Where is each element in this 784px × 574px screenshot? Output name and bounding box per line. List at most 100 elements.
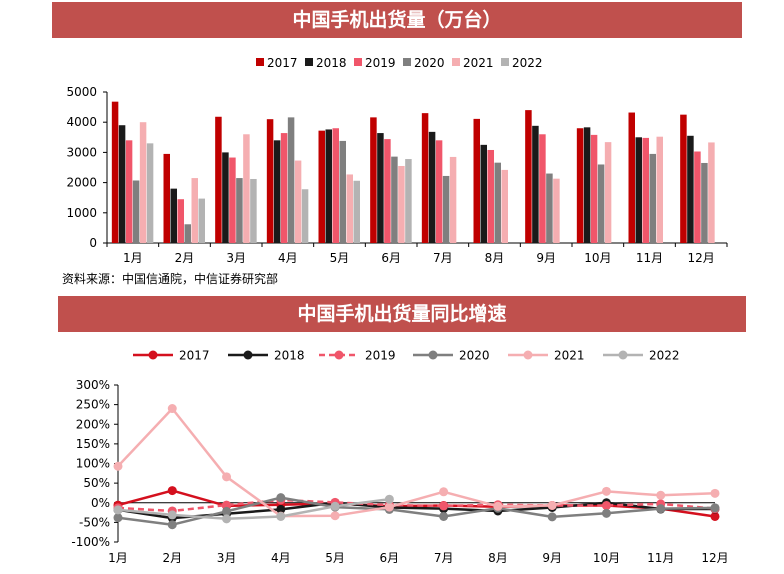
x-tick-label: 9月 (536, 251, 556, 265)
y-tick-label: 2000 (66, 176, 97, 190)
y-tick-label: 5000 (66, 85, 97, 99)
point-2017-12月 (710, 511, 720, 521)
x-tick-label: 3月 (226, 251, 246, 265)
bar-2019-5月 (332, 128, 339, 243)
point-2021-5月 (330, 511, 340, 521)
y-tick-label: 4000 (66, 115, 97, 129)
legend-label-2022: 2022 (512, 56, 543, 70)
bar-2017-6月 (370, 117, 377, 243)
bar-2019-6月 (384, 139, 391, 243)
legend-label-2020: 2020 (414, 56, 445, 70)
bar-2020-6月 (391, 156, 398, 243)
bar-2021-3月 (243, 134, 250, 243)
x-tick-label: 1月 (108, 551, 128, 565)
bar-2020-10月 (597, 164, 605, 243)
bar-2017-3月 (215, 116, 222, 243)
legend-marker-2019 (334, 350, 344, 360)
x-tick-label: 12月 (701, 551, 728, 565)
y-tick-label: 0 (89, 236, 97, 250)
bar-2019-3月 (229, 157, 236, 243)
legend-label-2019: 2019 (365, 349, 396, 363)
legend-label-2021: 2021 (463, 56, 494, 70)
point-2022-5月 (330, 501, 340, 511)
bar-2018-7月 (428, 131, 436, 243)
y-tick-label: 250% (76, 398, 110, 412)
point-2021-12月 (710, 488, 720, 498)
legend-marker-2018 (243, 350, 253, 360)
y-tick-label: 50% (83, 476, 110, 490)
bar-2017-9月 (525, 110, 532, 244)
legend-label-2022: 2022 (649, 349, 680, 363)
legend-swatch-2018 (305, 58, 313, 66)
point-2020-12月 (710, 503, 720, 513)
bar-2021-6月 (398, 165, 405, 243)
point-2020-7月 (439, 511, 449, 521)
x-tick-label: 2月 (162, 551, 182, 565)
source-note: 资料来源：中国信通院，中信证券研究部 (62, 272, 279, 286)
bar-2019-1月 (125, 140, 133, 243)
x-tick-label: 9月 (542, 551, 562, 565)
y-tick-label: 1000 (66, 206, 97, 220)
bar-2021-12月 (708, 142, 715, 243)
bar-2019-12月 (694, 151, 701, 243)
x-tick-label: 4月 (278, 251, 298, 265)
bar-2021-5月 (346, 174, 353, 243)
point-2019-10月 (601, 500, 611, 510)
x-tick-label: 6月 (380, 551, 400, 565)
bar-2021-8月 (501, 169, 508, 243)
legend-swatch-2020 (403, 58, 411, 66)
legend-label-2021: 2021 (554, 349, 585, 363)
bar-2018-11月 (635, 137, 642, 243)
bar-2022-2月 (198, 198, 205, 243)
bar-2021-2月 (191, 178, 198, 243)
bar-2020-8月 (494, 162, 501, 243)
x-tick-label: 8月 (488, 551, 508, 565)
bar-2020-9月 (546, 173, 553, 243)
x-tick-label: 11月 (647, 551, 674, 565)
bar-2018-4月 (273, 140, 281, 243)
series-line-2022 (117, 497, 390, 521)
bar-2018-2月 (170, 188, 177, 243)
legend-label-2018: 2018 (316, 56, 347, 70)
point-2020-11月 (656, 504, 666, 514)
bar-2018-1月 (118, 125, 126, 243)
bar-2020-2月 (184, 224, 191, 243)
legend-label-2017: 2017 (179, 349, 210, 363)
bar-2017-1月 (111, 101, 119, 243)
point-2022-2月 (167, 510, 177, 520)
series-line-2021 (117, 407, 716, 518)
line-chart-title: 中国手机出货量同比增速 (58, 296, 746, 332)
x-tick-label: 12月 (688, 251, 715, 265)
point-2020-3月 (222, 506, 232, 516)
x-tick-label: 8月 (485, 251, 505, 265)
y-tick-label: 100% (76, 457, 110, 471)
bar-2021-9月 (553, 178, 560, 243)
series-line-2020 (117, 496, 716, 526)
bar-2019-4月 (280, 133, 288, 243)
point-2021-9月 (547, 500, 557, 510)
bar-2022-1月 (146, 143, 154, 243)
x-tick-label: 4月 (271, 551, 291, 565)
point-2020-2月 (167, 520, 177, 530)
bar-2017-12月 (680, 114, 687, 244)
legend-swatch-2022 (501, 58, 509, 66)
legend-swatch-2019 (354, 58, 362, 66)
legend-label-2018: 2018 (274, 349, 305, 363)
legend-marker-2017 (148, 350, 158, 360)
y-tick-label: 150% (76, 437, 110, 451)
bar-2018-12月 (687, 135, 694, 243)
bar-2020-7月 (442, 175, 450, 243)
bar-2018-5月 (325, 129, 332, 243)
bar-2019-11月 (642, 137, 649, 243)
bar-2022-5月 (353, 180, 360, 243)
point-2021-7月 (439, 487, 449, 497)
legend-label-2019: 2019 (365, 56, 396, 70)
point-2020-10月 (601, 508, 611, 518)
point-2021-1月 (113, 461, 123, 471)
series-line-2017 (117, 489, 716, 518)
bar-2020-4月 (287, 117, 295, 243)
bar-2019-10月 (590, 134, 598, 243)
bar-2018-10月 (583, 127, 591, 243)
bar-chart-title: 中国手机出货量（万台） (52, 2, 742, 38)
x-tick-label: 3月 (217, 551, 237, 565)
